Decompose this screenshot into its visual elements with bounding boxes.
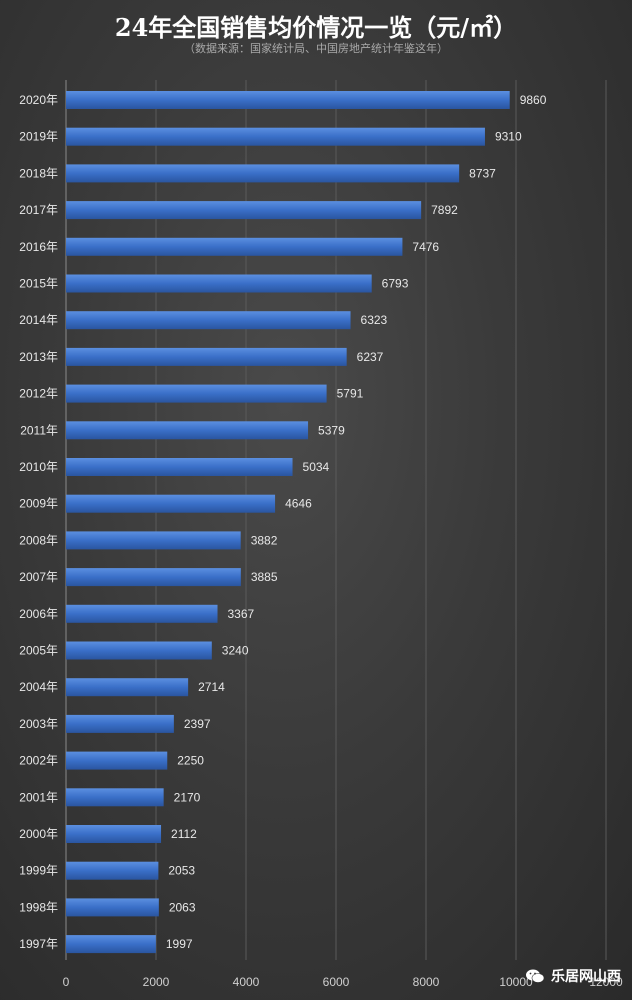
bar <box>66 421 309 440</box>
bar <box>66 751 168 770</box>
y-tick-label: 2016年 <box>19 240 58 254</box>
data-label: 2112 <box>171 827 197 841</box>
y-tick-label: 2001年 <box>19 790 58 804</box>
watermark: 乐居网山西 <box>525 966 621 986</box>
wechat-icon <box>526 969 545 983</box>
x-tick-label: 2000 <box>143 975 170 989</box>
x-tick-label: 4000 <box>233 975 260 989</box>
data-label: 5791 <box>337 387 364 401</box>
y-tick-label: 2017年 <box>19 203 58 217</box>
bar <box>66 201 422 220</box>
y-tick-label: 2013年 <box>19 350 58 364</box>
y-tick-label: 2002年 <box>19 754 58 768</box>
x-tick-label: 8000 <box>413 975 440 989</box>
y-tick-label: 1997年 <box>19 937 58 951</box>
data-label: 8737 <box>469 166 496 180</box>
data-label: 5034 <box>303 460 330 474</box>
bar <box>66 494 276 513</box>
data-label: 2397 <box>184 717 211 731</box>
data-label: 9310 <box>495 130 522 144</box>
y-tick-label: 2019年 <box>19 130 58 144</box>
data-label: 3240 <box>222 644 249 658</box>
x-tick-label: 6000 <box>323 975 350 989</box>
y-tick-label: 1998年 <box>19 900 58 914</box>
data-label: 2170 <box>174 790 201 804</box>
data-label: 5379 <box>318 423 345 437</box>
data-label: 1997 <box>166 937 193 951</box>
data-label: 3367 <box>228 607 255 621</box>
bar <box>66 641 212 660</box>
y-tick-label: 2008年 <box>19 533 58 547</box>
bar <box>66 714 174 733</box>
data-label: 4646 <box>285 497 312 511</box>
y-tick-label: 2018年 <box>19 166 58 180</box>
y-tick-label: 2007年 <box>19 570 58 584</box>
data-label: 2714 <box>198 680 225 694</box>
bar <box>66 347 347 366</box>
bar <box>66 788 164 807</box>
bar <box>66 678 189 697</box>
y-tick-label: 2009年 <box>19 497 58 511</box>
data-label: 6323 <box>361 313 388 327</box>
data-label: 6793 <box>382 277 409 291</box>
bar <box>66 384 327 403</box>
data-label: 7892 <box>431 203 458 217</box>
bar <box>66 127 485 146</box>
y-tick-label: 2014年 <box>19 313 58 327</box>
data-label: 2063 <box>169 900 196 914</box>
y-tick-label: 1999年 <box>19 864 58 878</box>
chart-subtitle: （数据来源：国家统计局、中国房地产统计年鉴这年） <box>184 42 448 55</box>
data-label: 3885 <box>251 570 278 584</box>
data-label: 3882 <box>251 533 278 547</box>
y-tick-label: 2005年 <box>19 644 58 658</box>
bar <box>66 91 510 109</box>
y-tick-label: 2000年 <box>19 827 58 841</box>
bar <box>66 861 159 880</box>
y-tick-label: 2020年 <box>19 93 58 107</box>
y-tick-label: 2006年 <box>19 607 58 621</box>
y-tick-label: 2010年 <box>19 460 58 474</box>
chart-title: 24年全国销售均价情况一览（元/㎡） <box>114 13 518 42</box>
bar <box>66 935 156 954</box>
bar <box>66 531 241 550</box>
y-tick-label: 2012年 <box>19 387 58 401</box>
bar <box>66 604 218 623</box>
bar <box>66 825 162 843</box>
bar <box>66 164 460 183</box>
x-tick-label: 10000 <box>499 975 533 989</box>
bar <box>66 311 351 330</box>
y-tick-label: 2011年 <box>20 423 58 437</box>
bar <box>66 898 159 917</box>
bar <box>66 458 293 476</box>
y-tick-label: 2015年 <box>19 277 58 291</box>
bar <box>66 274 372 293</box>
data-label: 9860 <box>520 93 547 107</box>
bar <box>66 568 241 587</box>
data-label: 2250 <box>177 754 204 768</box>
x-tick-label: 0 <box>63 975 70 989</box>
bar <box>66 237 403 256</box>
data-label: 2053 <box>168 864 195 878</box>
data-label: 7476 <box>412 240 439 254</box>
watermark-text: 乐居网山西 <box>551 969 621 985</box>
data-label: 6237 <box>357 350 384 364</box>
x-tick-label: 12000 <box>589 975 623 989</box>
y-tick-label: 2004年 <box>19 680 58 694</box>
y-tick-label: 2003年 <box>19 717 58 731</box>
